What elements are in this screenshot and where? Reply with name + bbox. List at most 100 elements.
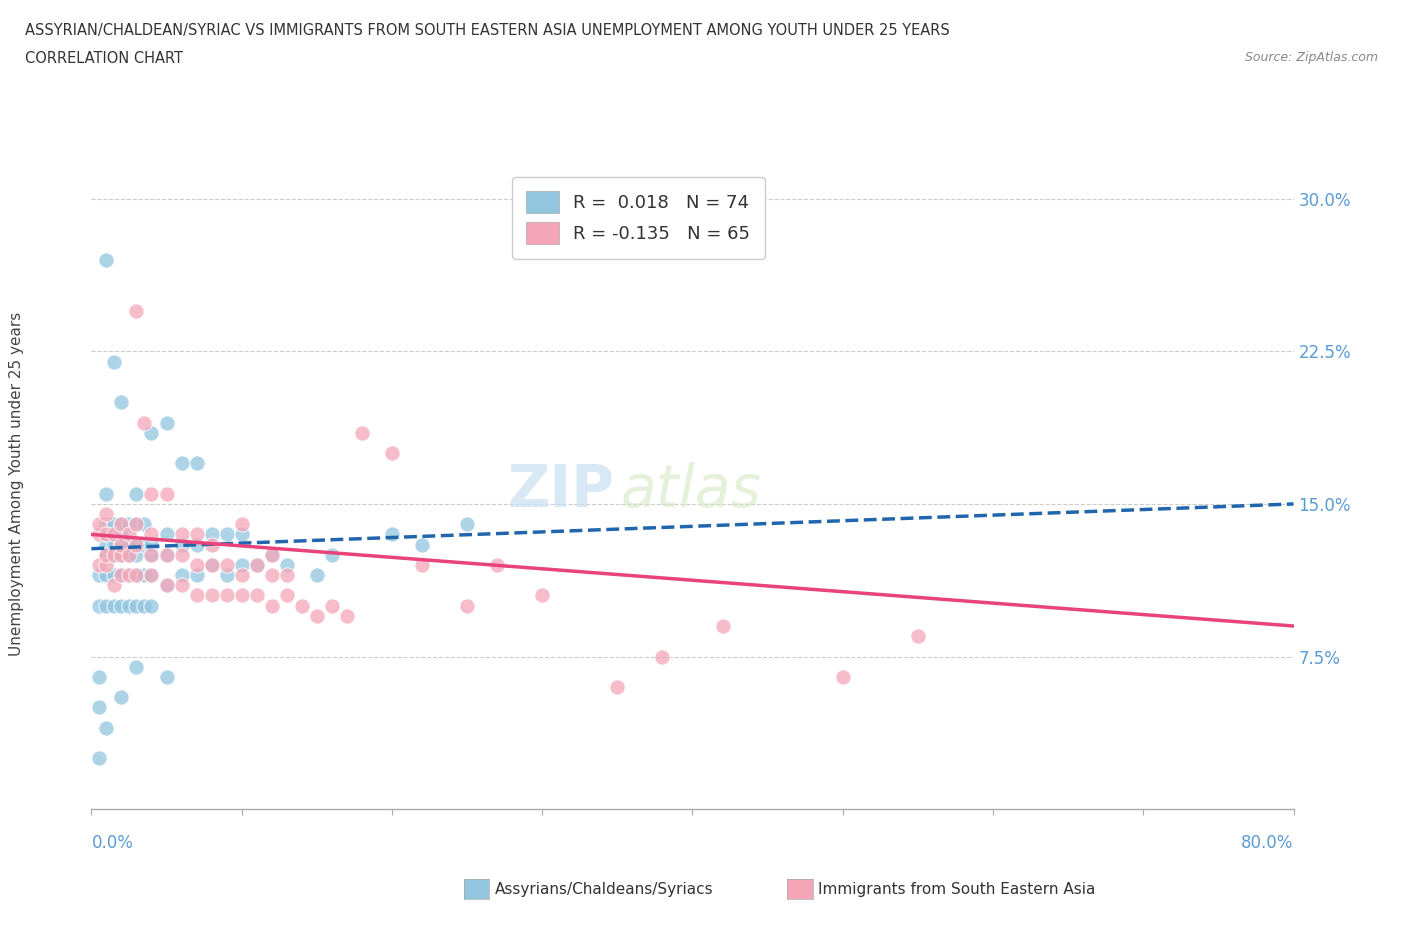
Point (110, 538, 132, 552)
Point (96, 527, 118, 542)
Point (125, 598, 148, 613)
Point (155, 578, 177, 592)
Point (103, 598, 125, 613)
Point (411, 557, 433, 572)
Point (110, 517, 132, 532)
Point (305, 608, 328, 623)
Point (170, 538, 193, 552)
Point (96, 527, 118, 542)
Point (231, 557, 253, 572)
Point (155, 670, 177, 684)
Point (321, 548, 343, 563)
Point (110, 517, 132, 532)
Point (103, 538, 125, 552)
Point (96, 252, 118, 267)
Point (276, 567, 298, 582)
Point (260, 567, 283, 582)
Point (231, 527, 253, 542)
Point (155, 548, 177, 563)
Point (87, 598, 110, 613)
Point (381, 445, 404, 460)
Point (231, 567, 253, 582)
Point (110, 567, 132, 582)
Point (125, 567, 148, 582)
Point (103, 548, 125, 563)
Point (87, 517, 110, 532)
Point (711, 618, 734, 633)
Point (231, 588, 253, 603)
Point (110, 690, 132, 705)
Point (170, 527, 193, 542)
Point (125, 303, 148, 318)
Point (141, 567, 163, 582)
Point (456, 598, 478, 613)
Point (110, 567, 132, 582)
Legend: R =  0.018   N = 74, R = -0.135   N = 65: R = 0.018 N = 74, R = -0.135 N = 65 (512, 177, 765, 259)
Point (110, 538, 132, 552)
Point (305, 567, 328, 582)
Point (103, 548, 125, 563)
Point (103, 527, 125, 542)
Point (96, 557, 118, 572)
Point (170, 578, 193, 592)
Point (110, 548, 132, 563)
Text: atlas: atlas (620, 461, 761, 519)
Text: Immigrants from South Eastern Asia: Immigrants from South Eastern Asia (818, 882, 1095, 897)
Point (186, 588, 208, 603)
Point (87, 700, 110, 715)
Point (141, 538, 163, 552)
Point (118, 567, 141, 582)
Point (125, 548, 148, 563)
Point (132, 538, 155, 552)
Text: Source: ZipAtlas.com: Source: ZipAtlas.com (1244, 51, 1378, 64)
Point (87, 557, 110, 572)
Point (170, 567, 193, 582)
Point (96, 517, 118, 532)
Point (96, 548, 118, 563)
Point (141, 486, 163, 501)
Point (110, 598, 132, 613)
Point (118, 598, 141, 613)
Point (260, 548, 283, 563)
Point (118, 517, 141, 532)
Point (155, 486, 177, 501)
Point (201, 538, 224, 552)
Point (96, 507, 118, 522)
Point (350, 425, 373, 440)
Point (215, 527, 238, 542)
Point (87, 527, 110, 542)
Point (103, 517, 125, 532)
Point (96, 567, 118, 582)
Point (201, 557, 224, 572)
Point (96, 548, 118, 563)
Point (336, 608, 359, 623)
Point (96, 598, 118, 613)
Point (125, 517, 148, 532)
Point (651, 649, 673, 664)
Point (125, 538, 148, 552)
Point (110, 527, 132, 542)
Point (411, 538, 433, 552)
Point (132, 517, 155, 532)
Point (186, 538, 208, 552)
Point (186, 557, 208, 572)
Point (276, 557, 298, 572)
Point (132, 598, 155, 613)
Point (155, 578, 177, 592)
Point (118, 538, 141, 552)
Point (246, 557, 269, 572)
Point (155, 415, 177, 430)
Point (186, 527, 208, 542)
Point (87, 567, 110, 582)
Text: Unemployment Among Youth under 25 years: Unemployment Among Youth under 25 years (10, 312, 24, 656)
Point (141, 548, 163, 563)
Point (246, 557, 269, 572)
Point (215, 567, 238, 582)
Point (831, 670, 853, 684)
Point (125, 486, 148, 501)
Point (125, 517, 148, 532)
Point (531, 588, 554, 603)
Point (141, 548, 163, 563)
Point (103, 578, 125, 592)
Point (87, 670, 110, 684)
